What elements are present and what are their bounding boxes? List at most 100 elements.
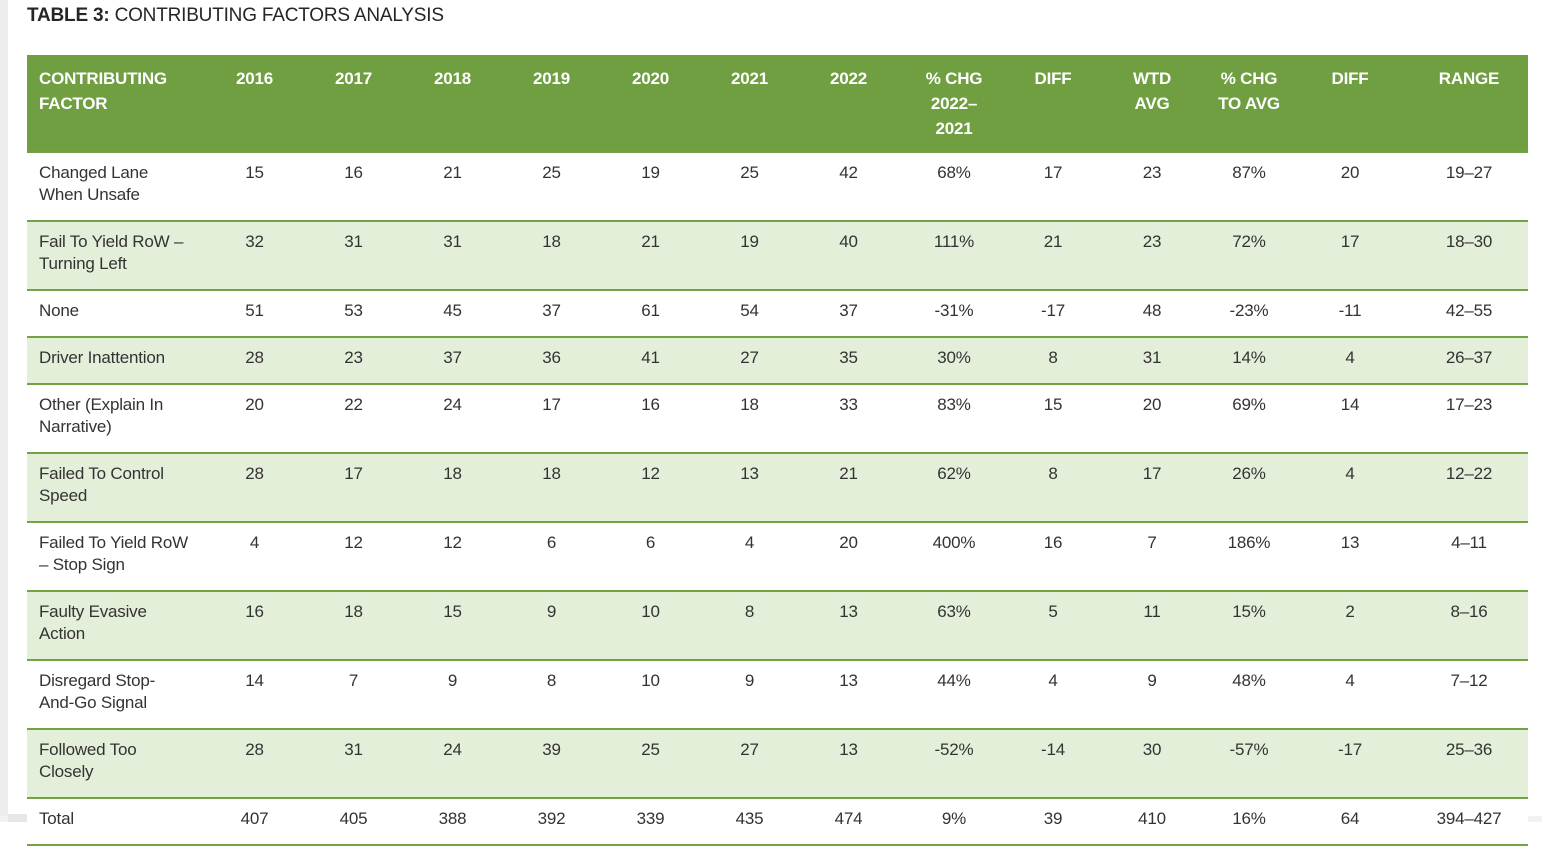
table-row: None 51 53 45 37 61 54 37 -31% -17 48 -23% -11 42–55 — [27, 290, 1528, 337]
value-cell: 83% — [937, 395, 971, 414]
factor-cell: Disregard Stop- And-Go Signal — [39, 671, 156, 712]
table-header: CONTRIBUTING FACTOR 2016 2017 2018 2019 2020 2… — [27, 55, 1528, 152]
value-cell: 32 — [245, 232, 264, 251]
value-cell: 15 — [443, 602, 462, 621]
value-cell: 30% — [937, 348, 971, 367]
value-cell: 44% — [937, 671, 971, 690]
value-cell: 13 — [839, 671, 858, 690]
value-cell: 9 — [546, 602, 557, 621]
value-cell: 11 — [1143, 602, 1161, 621]
value-cell: 18 — [740, 395, 759, 414]
value-cell: 26% — [1232, 464, 1266, 483]
value-cell: 25 — [641, 740, 660, 759]
value-cell: 6 — [645, 533, 656, 552]
value-cell: 16 — [344, 163, 363, 182]
value-cell: 20 — [839, 533, 858, 552]
value-cell: 13 — [839, 602, 858, 621]
value-cell: 37 — [839, 301, 858, 320]
value-cell: 31 — [443, 232, 462, 251]
value-cell: 61 — [641, 301, 660, 320]
column-header: DIFF — [1010, 55, 1096, 152]
column-header: 2021 — [700, 55, 799, 152]
factor-cell: Followed Too Closely — [39, 740, 137, 781]
value-cell: 28 — [245, 740, 264, 759]
table-row: Changed Lane When Unsafe 15 16 21 25 19 25 42 68… — [27, 152, 1528, 221]
value-cell: 16 — [1043, 533, 1063, 552]
table-row: Other (Explain In Narrative) 20 22 24 17 16 18… — [27, 384, 1528, 453]
value-cell: 31 — [344, 232, 363, 251]
value-cell: 36 — [542, 348, 561, 367]
value-cell: 16 — [641, 395, 660, 414]
value-cell: 8 — [1048, 348, 1058, 367]
column-header: RANGE — [1410, 55, 1528, 152]
value-cell: 15 — [1043, 395, 1063, 414]
value-cell: 12 — [641, 464, 660, 483]
value-cell: 24 — [443, 740, 462, 759]
value-cell: 20 — [245, 395, 264, 414]
factor-cell: Faulty Evasive Action — [39, 602, 147, 643]
factor-cell: Failed To Yield RoW – Stop Sign — [39, 533, 188, 574]
value-cell: 42 — [839, 163, 858, 182]
value-cell: 45 — [443, 301, 462, 320]
value-cell: 19 — [740, 232, 759, 251]
value-cell: 41 — [641, 348, 660, 367]
value-cell: 4–11 — [1451, 533, 1487, 552]
value-cell: -57% — [1229, 740, 1269, 759]
value-cell: 8–16 — [1450, 602, 1488, 621]
column-header: DIFF — [1290, 55, 1410, 152]
value-cell: 13 — [740, 464, 759, 483]
column-header: 2016 — [205, 55, 304, 152]
column-header: % CHG TO AVG — [1208, 55, 1290, 152]
value-cell: 23 — [344, 348, 363, 367]
value-cell: 17 — [1043, 163, 1063, 182]
value-cell: 9 — [447, 671, 458, 690]
table-row: Followed Too Closely 28 31 24 39 25 27 13 -52% -1… — [27, 729, 1528, 798]
value-cell: -23% — [1229, 301, 1269, 320]
value-cell: 31 — [1142, 348, 1162, 367]
value-cell: 18 — [443, 464, 462, 483]
value-cell: 18–30 — [1445, 232, 1493, 251]
value-cell: 4 — [249, 533, 260, 552]
column-header: 2020 — [601, 55, 700, 152]
value-cell: 18 — [344, 602, 363, 621]
value-cell: -14 — [1041, 740, 1065, 759]
value-cell: 53 — [344, 301, 363, 320]
value-cell: 4 — [1048, 671, 1058, 690]
value-cell: 16 — [245, 602, 264, 621]
value-cell: 7–12 — [1450, 671, 1488, 690]
value-cell: 26–37 — [1445, 348, 1493, 367]
value-cell: -17 — [1338, 740, 1362, 759]
column-header: 2019 — [502, 55, 601, 152]
value-cell: 17 — [542, 395, 561, 414]
value-cell: 37 — [542, 301, 561, 320]
value-cell: 14 — [245, 671, 264, 690]
table-title-text: CONTRIBUTING FACTORS ANALYSIS — [109, 5, 444, 26]
value-cell: 4 — [1345, 464, 1355, 483]
value-cell: 6 — [546, 533, 557, 552]
value-cell: 13 — [1340, 533, 1360, 552]
value-cell: 9 — [1147, 671, 1157, 690]
value-cell: 4 — [1345, 671, 1355, 690]
value-cell: 10 — [641, 602, 660, 621]
factor-cell: Driver Inattention — [39, 348, 165, 367]
value-cell: 51 — [245, 301, 264, 320]
value-cell: 14% — [1232, 348, 1266, 367]
value-cell: 22 — [344, 395, 363, 414]
value-cell: 87% — [1232, 163, 1266, 182]
value-cell: 5 — [1048, 602, 1058, 621]
factor-cell: Other (Explain In Narrative) — [39, 395, 164, 436]
table-body: Changed Lane When Unsafe 15 16 21 25 19 25 42 68… — [27, 152, 1528, 845]
factor-cell: Failed To Control Speed — [39, 464, 164, 505]
value-cell: 17 — [1340, 232, 1360, 251]
value-cell: 28 — [245, 464, 264, 483]
factor-cell: Changed Lane When Unsafe — [39, 163, 149, 204]
value-cell: 111% — [933, 232, 975, 251]
table-row: Faulty Evasive Action 16 18 15 9 10 8 13 63% 5 11 1… — [27, 591, 1528, 660]
value-cell: 48 — [1142, 301, 1162, 320]
factor-cell: None — [39, 301, 79, 320]
value-cell: 15 — [245, 163, 264, 182]
value-cell: 19 — [641, 163, 660, 182]
table-row: Failed To Control Speed 28 17 18 18 12 13 21 62%… — [27, 453, 1528, 522]
value-cell: 400% — [932, 533, 976, 552]
value-cell: 33 — [839, 395, 858, 414]
